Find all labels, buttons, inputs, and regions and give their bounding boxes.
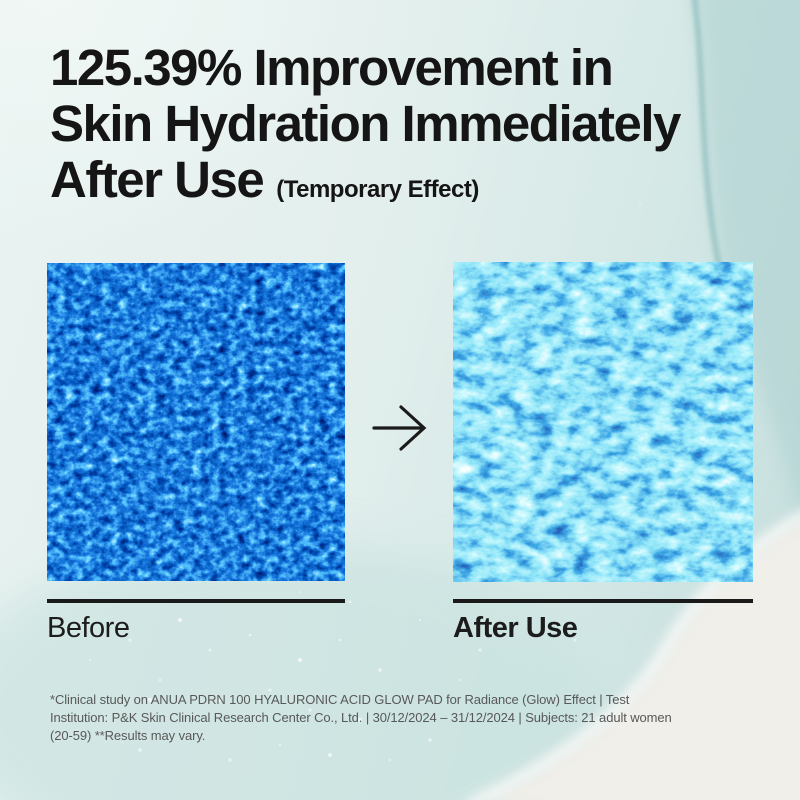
headline-line-1: 125.39% Improvement in (50, 39, 614, 96)
footnote-line-3: (20-59) **Results may vary. (50, 728, 206, 743)
headline-line-3-main: After Use (50, 151, 265, 208)
gel-pool-shape (0, 540, 600, 800)
headline-line-3: After Use (Temporary Effect) (50, 152, 770, 218)
footnote-line-2: Institution: P&K Skin Clinical Research … (50, 710, 672, 725)
cream-corner-highlight (466, 511, 800, 800)
after-label: After Use (453, 612, 578, 644)
before-label: Before (47, 612, 130, 644)
footnote: *Clinical study on ANUA PDRN 100 HYALURO… (50, 691, 770, 745)
footnote-line-1: *Clinical study on ANUA PDRN 100 HYALURO… (50, 692, 630, 707)
before-divider-rule (47, 599, 345, 603)
right-arrow-icon (372, 405, 427, 451)
before-scan-image (47, 263, 345, 581)
headline: 125.39% Improvement in Skin Hydration Im… (50, 40, 770, 218)
headline-line-2: Skin Hydration Immediately (50, 95, 681, 152)
headline-temporary-effect-note: (Temporary Effect) (276, 176, 479, 203)
after-scan-image (453, 262, 753, 582)
cream-corner-shape (480, 517, 800, 800)
after-divider-rule (453, 599, 753, 603)
teal-wave-shape (693, 0, 800, 516)
